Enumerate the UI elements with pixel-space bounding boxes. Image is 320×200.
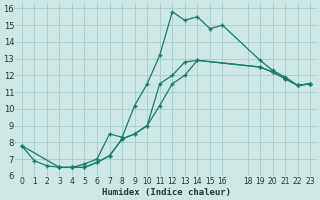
X-axis label: Humidex (Indice chaleur): Humidex (Indice chaleur) [101,188,230,197]
